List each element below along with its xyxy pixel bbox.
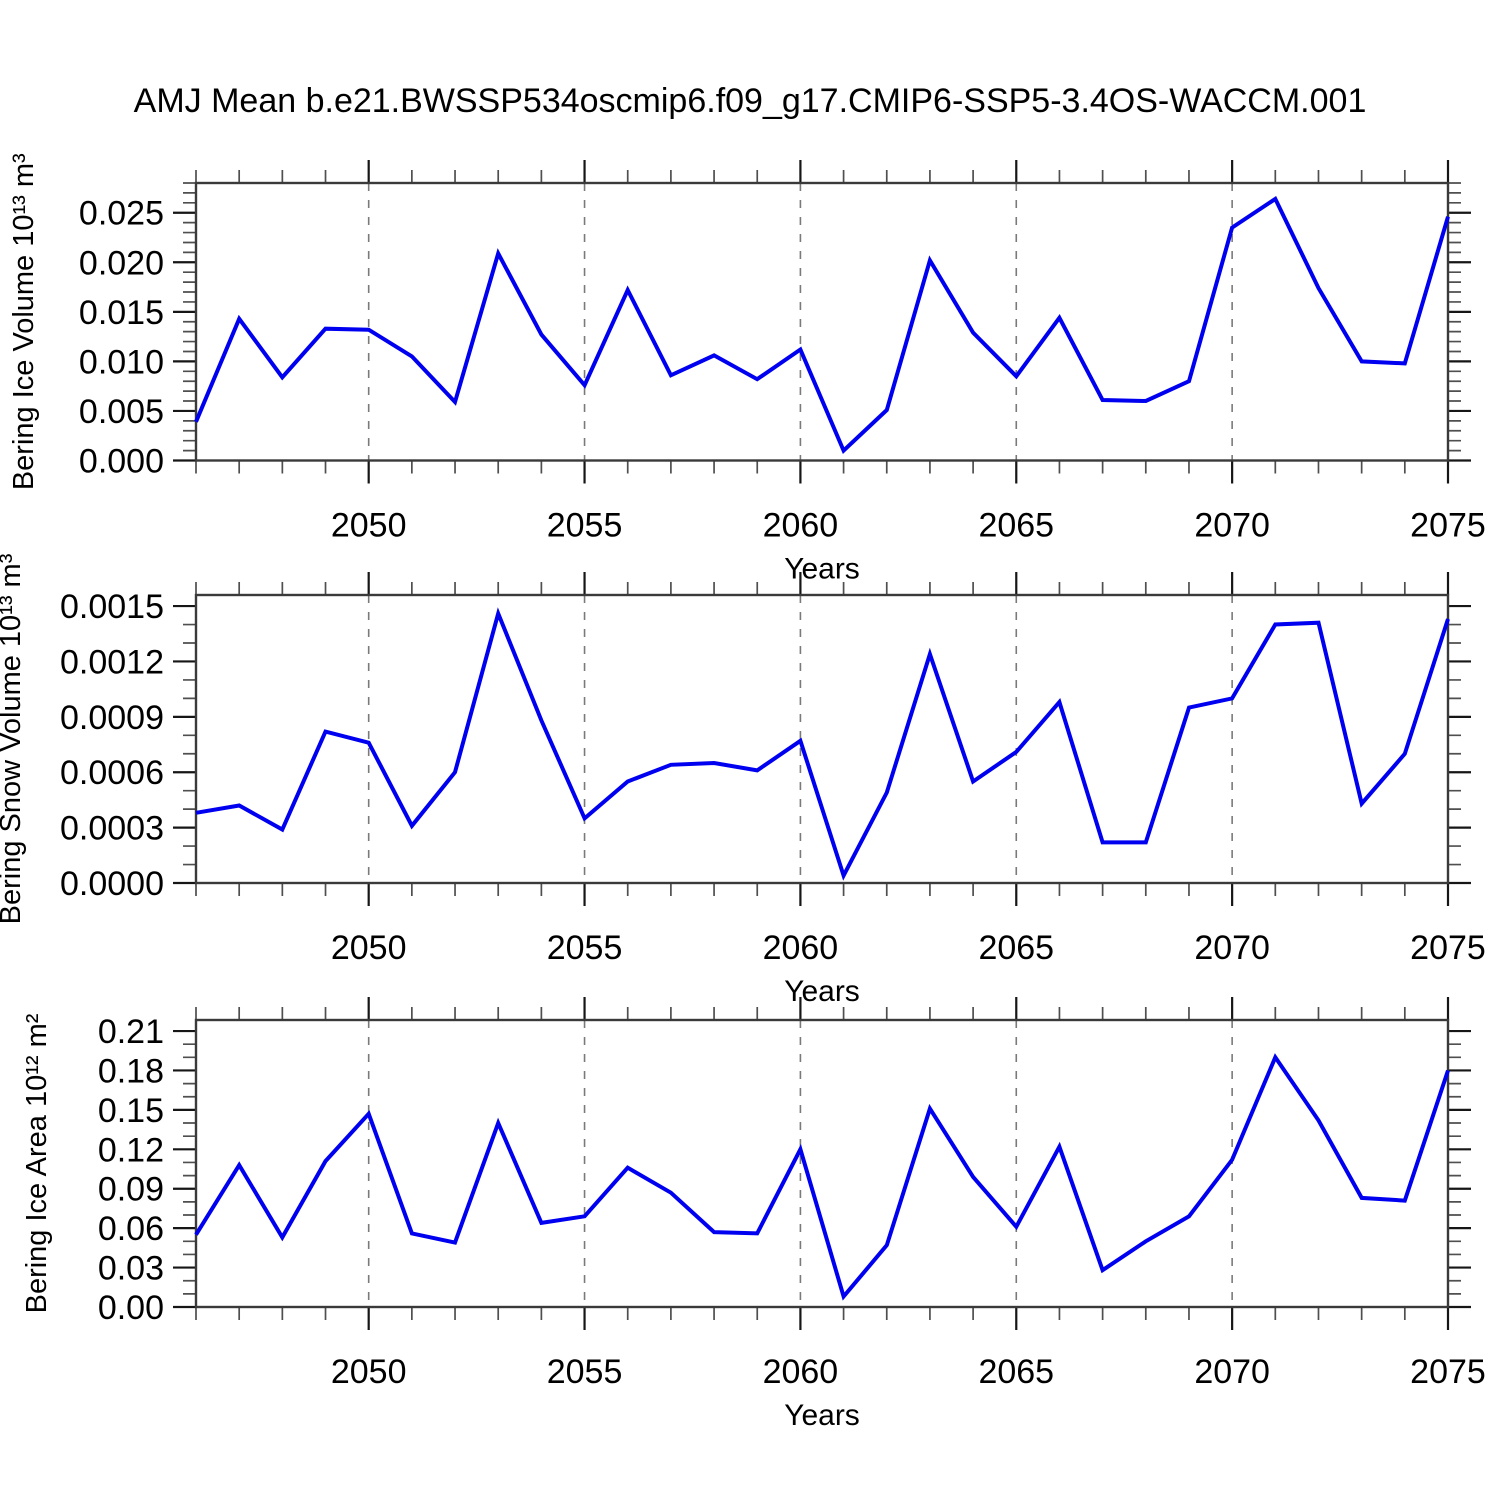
gridlines <box>367 1020 1233 1307</box>
x-tick-label: 2050 <box>331 507 407 545</box>
major-ticks <box>173 997 1471 1330</box>
y-tick-label: 0.020 <box>79 244 164 282</box>
major-ticks <box>173 572 1471 906</box>
x-tick-label: 2075 <box>1410 507 1486 545</box>
data-line <box>194 195 1450 455</box>
y-tick-labels: 0.0000 0.0003 0.0006 0.0009 0.0012 0.0015 <box>60 588 164 903</box>
y-tick-label: 0.0009 <box>60 699 164 737</box>
y-axis-title: Bering Ice Area 10¹² m² <box>21 1013 53 1313</box>
x-tick-label: 2050 <box>331 929 407 967</box>
bering-ice-area-chart: 0.000.030.060.090.120.150.180.21 2050 2055… <box>21 997 1486 1432</box>
data-line <box>195 607 1450 881</box>
x-tick-label: 2075 <box>1410 1353 1486 1391</box>
y-tick-label: 0.18 <box>98 1052 164 1090</box>
x-tick-label: 2070 <box>1194 929 1270 967</box>
x-tick-label: 2060 <box>763 507 839 545</box>
plot-title: AMJ Mean b.e21.BWSSP534oscmip6.f09_g17.C… <box>133 82 1367 120</box>
y-tick-label: 0.00 <box>98 1289 164 1327</box>
y-tick-label: 0.12 <box>98 1131 164 1169</box>
x-tick-label: 2060 <box>763 929 839 967</box>
x-tick-label: 2070 <box>1194 507 1270 545</box>
x-tick-label: 2075 <box>1410 929 1486 967</box>
y-tick-label: 0.15 <box>98 1092 164 1130</box>
x-tick-label: 2065 <box>978 507 1054 545</box>
x-axis-title: Years <box>784 1399 860 1432</box>
x-axis-title: Years <box>784 975 860 1008</box>
y-tick-labels: 0.000 0.005 0.010 0.015 0.020 0.025 <box>79 195 164 481</box>
x-axis-title: Years <box>784 553 860 586</box>
y-tick-label: 0.025 <box>79 195 164 233</box>
minor-ticks <box>183 170 1461 474</box>
x-tick-label: 2065 <box>978 929 1054 967</box>
plot-frame <box>194 593 1450 885</box>
x-tick-label: 2060 <box>763 1353 839 1391</box>
y-axis-title: Bering Ice Volume 10¹³ m³ <box>8 153 40 490</box>
y-tick-labels: 0.000.030.060.090.120.150.180.21 <box>98 1013 164 1327</box>
y-tick-label: 0.015 <box>79 294 164 332</box>
y-tick-label: 0.0003 <box>60 810 164 848</box>
x-tick-label: 2050 <box>331 1353 407 1391</box>
x-tick-labels: 2050 2055 2060 2065 2070 2075 <box>331 1353 1486 1391</box>
major-ticks <box>173 160 1471 484</box>
y-tick-label: 0.010 <box>79 343 164 381</box>
x-tick-label: 2070 <box>1194 1353 1270 1391</box>
gridlines <box>367 183 1233 461</box>
x-tick-labels: 2050 2055 2060 2065 2070 2075 <box>331 507 1486 545</box>
y-axis-title: Bering Snow Volume 10¹³ m³ <box>0 553 27 924</box>
minor-ticks <box>183 582 1461 896</box>
y-tick-label: 0.09 <box>98 1171 164 1209</box>
y-tick-label: 0.0006 <box>60 754 164 792</box>
x-tick-labels: 2050 2055 2060 2065 2070 2075 <box>331 929 1486 967</box>
bering-snow-volume-chart: 0.0000 0.0003 0.0006 0.0009 0.0012 0.0015 2050… <box>0 553 1486 1008</box>
x-tick-label: 2055 <box>547 929 623 967</box>
y-tick-label: 0.005 <box>79 393 164 431</box>
y-tick-label: 0.000 <box>79 443 164 481</box>
y-tick-label: 0.0012 <box>60 643 164 681</box>
y-tick-label: 0.0000 <box>60 865 164 903</box>
y-tick-label: 0.0015 <box>60 588 164 626</box>
y-tick-label: 0.03 <box>98 1250 164 1288</box>
plot-frame <box>194 181 1450 462</box>
x-tick-label: 2055 <box>547 507 623 545</box>
x-tick-label: 2055 <box>547 1353 623 1391</box>
minor-ticks <box>183 1007 1461 1320</box>
y-tick-label: 0.06 <box>98 1210 164 1248</box>
x-tick-label: 2065 <box>978 1353 1054 1391</box>
y-tick-label: 0.21 <box>98 1013 164 1051</box>
data-line <box>194 1053 1450 1301</box>
plot-frame <box>194 1018 1450 1309</box>
